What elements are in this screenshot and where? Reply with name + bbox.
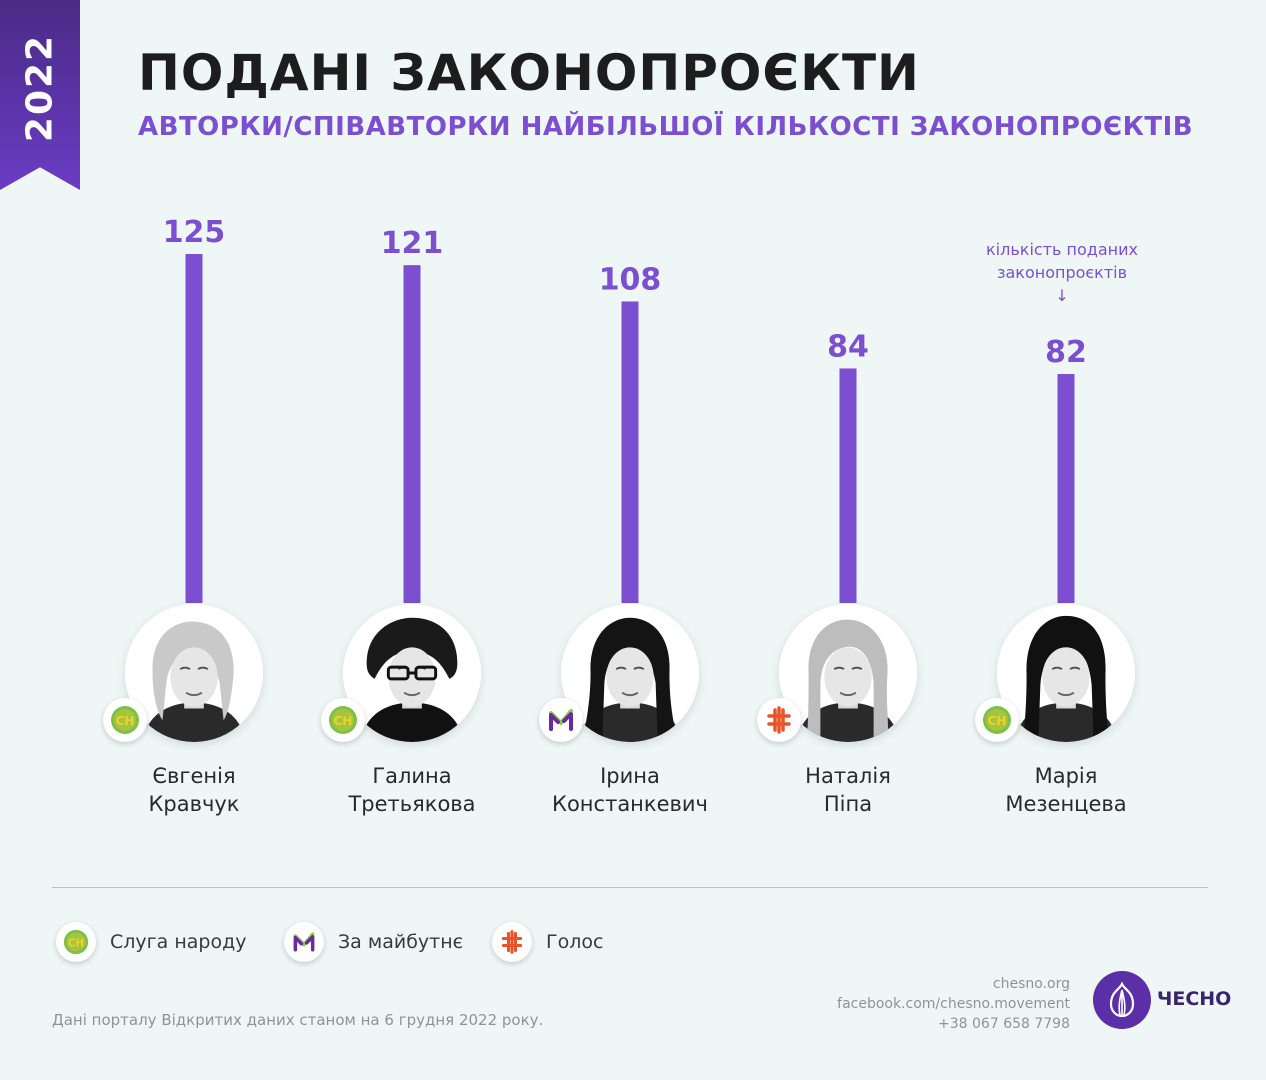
chesno-logo-text: ЧЕСНО bbox=[1157, 988, 1232, 1010]
svg-text:СН: СН bbox=[68, 937, 84, 949]
contacts: chesno.org facebook.com/chesno.movement … bbox=[837, 974, 1070, 1034]
contact-phone: +38 067 658 7798 bbox=[938, 1016, 1070, 1032]
year-ribbon: 2022 bbox=[0, 0, 80, 190]
bar-2 bbox=[403, 265, 421, 603]
contact-facebook[interactable]: facebook.com/chesno.movement bbox=[837, 996, 1070, 1012]
legend-item-3: Голос bbox=[492, 922, 603, 962]
last-name: Мезенцева bbox=[1005, 792, 1127, 816]
last-name: Констанкевич bbox=[552, 792, 708, 816]
last-name: Кравчук bbox=[148, 792, 240, 816]
chesno-logo-icon bbox=[1093, 971, 1151, 1029]
last-name: Піпа bbox=[823, 792, 873, 816]
legend-item-1: СН Слуга народу bbox=[56, 922, 246, 962]
bar-5 bbox=[1057, 374, 1075, 603]
svg-text:СН: СН bbox=[116, 714, 135, 728]
bar-1 bbox=[185, 254, 203, 603]
holos-icon bbox=[492, 922, 532, 962]
last-name: Третьякова bbox=[348, 792, 476, 816]
person-name-5: Марія Мезенцева bbox=[946, 762, 1186, 818]
legend-item-2: За майбутнє bbox=[284, 922, 463, 962]
person-name-3: Ірина Констанкевич bbox=[510, 762, 750, 818]
portrait-2 bbox=[343, 604, 481, 742]
portrait-5 bbox=[997, 604, 1135, 742]
legend-label: Слуга народу bbox=[110, 931, 247, 953]
first-name: Євгенія bbox=[152, 764, 236, 788]
person-name-1: Євгенія Кравчук bbox=[74, 762, 314, 818]
annotation-line-2: законопроєктів bbox=[996, 263, 1128, 282]
bar-value-3: 108 bbox=[599, 262, 662, 297]
page-title: ПОДАНІ ЗАКОНОПРОЄКТИ bbox=[138, 44, 920, 102]
bar-3 bbox=[621, 301, 639, 603]
bar-value-1: 125 bbox=[163, 215, 226, 250]
annotation-line-1: кількість поданих bbox=[986, 240, 1138, 259]
bar-value-4: 84 bbox=[827, 329, 869, 364]
za-maibutnie-icon bbox=[284, 922, 324, 962]
sluha-narodu-icon: СН bbox=[56, 922, 96, 962]
first-name: Наталія bbox=[805, 764, 891, 788]
person-name-4: Наталія Піпа bbox=[728, 762, 968, 818]
bar-chart: 125 121 108 84 82 bbox=[163, 215, 1087, 603]
contact-website[interactable]: chesno.org bbox=[992, 976, 1070, 992]
person-name-2: Галина Третьякова bbox=[292, 762, 532, 818]
bar-value-2: 121 bbox=[381, 226, 444, 261]
legend-label: Голос bbox=[546, 931, 604, 953]
bar-value-5: 82 bbox=[1045, 335, 1087, 370]
legend-label: За майбутнє bbox=[338, 931, 464, 953]
sluha-narodu-icon: СН bbox=[321, 698, 365, 742]
first-name: Марія bbox=[1034, 764, 1098, 788]
chart-annotation: кількість поданих законопроєктів ↓ bbox=[970, 238, 1154, 307]
first-name: Галина bbox=[372, 764, 452, 788]
portrait-4 bbox=[779, 604, 917, 742]
za-maibutnie-icon bbox=[539, 698, 583, 742]
holos-icon bbox=[757, 698, 801, 742]
bar-4 bbox=[839, 368, 857, 603]
divider bbox=[52, 887, 1208, 888]
svg-text:СН: СН bbox=[334, 714, 353, 728]
source-note: Дані порталу Відкритих даних станом на 6… bbox=[52, 1011, 544, 1029]
sluha-narodu-icon: СН bbox=[103, 698, 147, 742]
svg-text:СН: СН bbox=[988, 714, 1007, 728]
first-name: Ірина bbox=[600, 764, 660, 788]
portrait-1 bbox=[125, 604, 263, 742]
portrait-3 bbox=[561, 604, 699, 742]
sluha-narodu-icon: СН bbox=[975, 698, 1019, 742]
page-subtitle: АВТОРКИ/СПІВАВТОРКИ НАЙБІЛЬШОЇ КІЛЬКОСТІ… bbox=[138, 112, 1194, 142]
annotation-arrow: ↓ bbox=[1055, 286, 1069, 305]
